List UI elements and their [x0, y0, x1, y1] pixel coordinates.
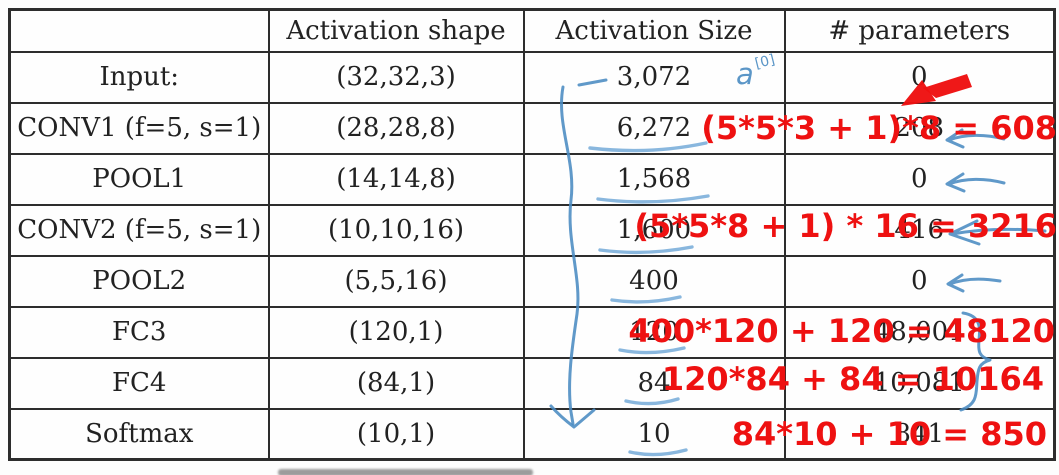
header-activation-shape: Activation shape	[267, 8, 525, 53]
correction-fc4-params: 120*84 + 84 = 10164	[661, 360, 1044, 398]
header-activation-size: Activation Size	[522, 8, 786, 53]
activation-shape-cell: (10,10,16)	[267, 203, 525, 257]
activation-shape-cell: (120,1)	[267, 305, 525, 359]
input-activation-label: a[0]	[736, 52, 776, 91]
activation-shape-cell: (32,32,3)	[267, 50, 525, 104]
correction-fc3-params: 400*120 + 120 = 48120	[628, 312, 1055, 350]
table-row: POOL2 (5,5,16) 400 0	[8, 254, 1056, 308]
layer-name-cell: Softmax	[8, 407, 270, 461]
layer-name-cell: Input:	[8, 50, 270, 104]
header-layer	[8, 8, 270, 53]
table-row: POOL1 (14,14,8) 1,568 0	[8, 152, 1056, 206]
parameters-cell: 208	[783, 101, 1056, 155]
layer-name-cell: POOL1	[8, 152, 270, 206]
table-row: Input: (32,32,3) 3,072 0	[8, 50, 1056, 104]
activation-symbol: a	[736, 57, 754, 91]
activation-size-cell: 1,568	[522, 152, 786, 206]
activation-shape-cell: (84,1)	[267, 356, 525, 410]
table-row: CONV1 (f=5, s=1) (28,28,8) 6,272 208	[8, 101, 1056, 155]
correction-conv2-params: (5*5*8 + 1) * 16 = 3216	[634, 207, 1057, 245]
parameters-cell: 0	[783, 152, 1056, 206]
parameters-cell: 0	[783, 254, 1056, 308]
layer-name-cell: CONV2 (f=5, s=1)	[8, 203, 270, 257]
correction-softmax-params: 84*10 + 10 = 850	[731, 415, 1047, 453]
activation-shape-cell: (5,5,16)	[267, 254, 525, 308]
correction-conv1-params: (5*5*3 + 1)*8 = 608	[701, 109, 1057, 147]
parameters-cell: 48,001	[783, 305, 1056, 359]
parameters-cell: 841	[783, 407, 1056, 461]
parameters-cell: 0	[783, 50, 1056, 104]
header-row: Activation shape Activation Size # param…	[8, 8, 1056, 53]
bottom-artifact	[278, 469, 533, 475]
header-parameters: # parameters	[783, 8, 1056, 53]
activation-shape-cell: (14,14,8)	[267, 152, 525, 206]
layer-name-cell: POOL2	[8, 254, 270, 308]
parameters-cell: 10,081	[783, 356, 1056, 410]
activation-size-cell: 400	[522, 254, 786, 308]
layer-name-cell: FC3	[8, 305, 270, 359]
layer-name-cell: FC4	[8, 356, 270, 410]
layer-name-cell: CONV1 (f=5, s=1)	[8, 101, 270, 155]
activation-shape-cell: (28,28,8)	[267, 101, 525, 155]
activation-shape-cell: (10,1)	[267, 407, 525, 461]
